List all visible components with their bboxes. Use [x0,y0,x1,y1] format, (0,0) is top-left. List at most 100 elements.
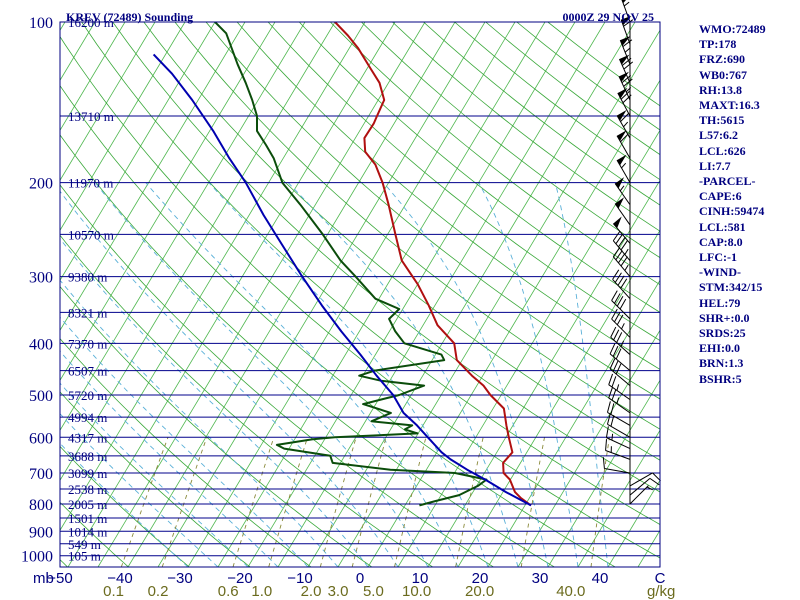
sounding-index-item: LI:7.7 [699,158,731,173]
isotherm-line [60,22,306,432]
moist-adiabat-line [60,382,249,567]
isotherm-line [60,22,246,332]
mixing-ratio-line [351,437,387,567]
mixing-ratio-line [394,437,427,567]
height-level-label: 10570 m [68,227,114,242]
moist-adiabat-line [60,316,309,567]
wind-barb [616,130,631,159]
wind-barb [611,308,631,338]
sounding-index-item: BRN:1.3 [699,356,744,371]
sounding-index-item: TH:5615 [699,113,745,128]
wind-barb [611,290,631,320]
mixing-ratio-line [268,437,308,567]
sounding-index-item: EHI:0.0 [699,341,741,356]
height-level-label: 105 m [68,549,101,564]
height-level-label: 2538 m [68,482,107,497]
dry-adiabat-line [143,22,660,461]
isotherm-line [157,22,486,567]
height-level-label: 549 m [68,537,101,552]
dry-adiabat-line [60,84,616,567]
isotherm-line [277,22,606,567]
pressure-tick-label: 600 [29,430,53,447]
pressure-tick-label: 200 [29,176,53,193]
dry-adiabat-line [60,35,660,559]
height-level-label: 6507 m [68,364,107,379]
isotherm-line [427,179,660,567]
dry-adiabat-line [236,22,660,370]
isotherm-line [547,379,660,567]
isotherm-line [217,22,546,567]
height-level-label: 4317 m [68,430,107,445]
isotherm-line [367,79,660,567]
isotherm-line [60,22,186,232]
profile-traces [152,22,532,507]
temperature-tick-label: −50 [47,570,72,587]
sounding-index-item: SRDS:25 [699,326,746,341]
dry-adiabat-line [330,22,660,286]
mixing-ratio-unit-label: g/kg [647,583,675,600]
dry-adiabat-line [205,22,660,400]
height-level-label: 16200 m [68,15,114,30]
mixing-ratio-line [590,437,610,567]
pressure-tick-label: 700 [29,466,53,483]
isotherm-line [60,22,156,182]
axis-labels: 16200 m 13710 m 11970 m 10570 m 9380 m 8321 m… [21,15,666,600]
height-level-label: 3688 m [68,449,107,464]
pressure-tick-label: 1000 [21,549,53,566]
wind-barb [618,54,634,84]
sounding-index-item: CAPE:6 [699,189,742,204]
mixing-ratio-label: 1.0 [251,583,272,600]
isotherm-line [517,329,660,567]
temperature-tick-label: 40 [592,570,609,587]
dry-adiabat-line [112,22,660,493]
temperature-tick-label: 20 [472,570,489,587]
sounding-index-item: CAP:8.0 [699,234,743,249]
sounding-index-item: WB0:767 [699,67,747,82]
mixing-ratio-line [455,437,484,567]
sounding-index-item: -WIND- [699,265,741,280]
wind-barb [605,439,631,460]
dry-adiabat-line [81,22,660,526]
moist-adiabat-line [94,182,429,567]
temperature-trace [334,22,532,507]
dry-adiabat-line [60,134,555,567]
mixing-ratio-line [161,437,208,567]
sounding-index-item: STM:342/15 [699,280,763,295]
plot-frame [59,21,661,568]
height-level-label: 5720 m [68,388,107,403]
height-level-label: 9380 m [68,270,107,285]
moist-adiabat-line [60,238,369,567]
wind-barb [609,358,631,386]
height-level-label: 13710 m [68,109,114,124]
isotherm-line [397,129,660,567]
mixing-ratio-label: 2.0 [301,583,322,600]
sounding-index-item: L57:6.2 [699,128,738,143]
temperature-tick-label: C [655,570,666,587]
isotherm-line [307,22,636,567]
height-level-label: 11970 m [68,176,113,191]
sounding-index-item: MAXT:16.3 [699,98,760,113]
temperature-tick-label: −30 [167,570,192,587]
isotherm-line [247,22,576,567]
wind-barbs [602,0,661,505]
dry-adiabat-line [361,22,660,259]
moist-adiabat-line [383,182,549,567]
sounding-index-item: WMO:72489 [699,22,766,36]
sounding-index-item: TP:178 [699,37,737,52]
wind-barb [629,477,660,496]
moist-adiabat-line [554,182,609,567]
isotherm-line [97,22,426,567]
sounding-index-item: LCL:626 [699,143,746,158]
pressure-tick-label: 800 [29,497,53,514]
moist-adiabat-line [208,182,489,567]
dry-adiabat-line [60,234,433,567]
sounding-index-item: RH:13.8 [699,82,742,97]
sounding-index-item: LFC:-1 [699,250,737,265]
height-level-label: 7370 m [68,336,107,351]
temperature-tick-label: 10 [412,570,429,587]
mixing-ratio-label: 20.0 [465,583,494,600]
temperature-tick-label: 30 [532,570,549,587]
dry-adiabat-line [174,22,660,430]
